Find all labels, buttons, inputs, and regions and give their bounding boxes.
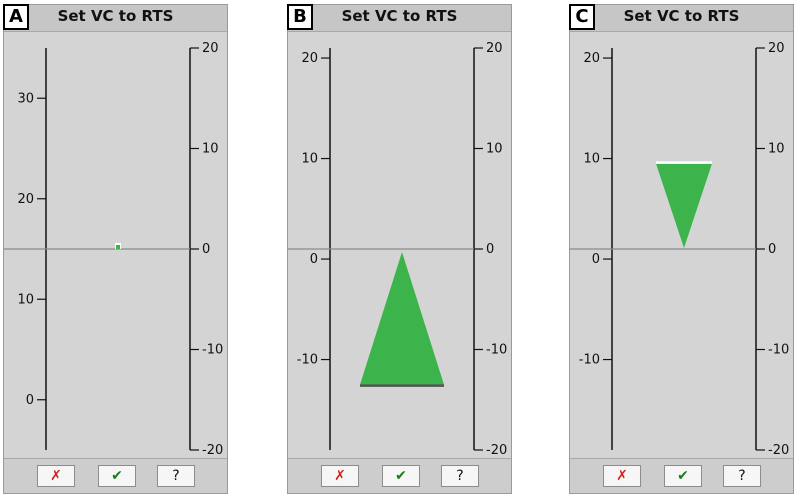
left-tick-label: 20: [583, 51, 600, 66]
right-tick-label: 10: [202, 142, 219, 157]
right-tick-label: -10: [202, 343, 223, 358]
dialog-panel-a: Set VC to RTS A 0 10 20 30 -20 -10 0 10 20 ✗ ✔ ?: [3, 4, 228, 494]
dialog-title: Set VC to RTS: [623, 7, 740, 25]
indicator-triangle: [360, 252, 444, 385]
left-tick-label: -10: [579, 353, 600, 368]
panel-label: B: [287, 4, 313, 30]
dialog-panel-c: Set VC to RTS C -10 0 10 20 -20 -10 0 10 20 ✗ ✔ …: [569, 4, 794, 494]
right-tick-label: 0: [768, 242, 776, 257]
dialog-title: Set VC to RTS: [341, 7, 458, 25]
left-tick-label: 0: [310, 252, 318, 267]
right-tick-label: -20: [486, 443, 507, 458]
cancel-button[interactable]: ✗: [321, 465, 359, 487]
left-tick-label: 20: [301, 51, 318, 66]
panel-label: A: [3, 4, 29, 30]
confirm-button[interactable]: ✔: [382, 465, 420, 487]
left-tick-label: 20: [17, 192, 34, 207]
indicator-triangle: [656, 163, 712, 248]
dialog-title: Set VC to RTS: [57, 7, 174, 25]
gauge-plot[interactable]: 0 10 20 30 -20 -10 0 10 20: [4, 32, 229, 460]
right-tick-label: -20: [202, 443, 223, 458]
right-tick-label: 10: [768, 142, 785, 157]
right-tick-label: 0: [202, 242, 210, 257]
confirm-button[interactable]: ✔: [664, 465, 702, 487]
panel-label: C: [569, 4, 595, 30]
right-tick-label: -20: [768, 443, 789, 458]
help-button[interactable]: ?: [441, 465, 479, 487]
gauge-plot[interactable]: -10 0 10 20 -20 -10 0 10 20: [570, 32, 795, 460]
right-tick-label: -10: [486, 343, 507, 358]
button-bar: ✗ ✔ ?: [288, 458, 511, 493]
gauge-plot[interactable]: -10 0 10 20 -20 -10 0 10 20: [288, 32, 513, 460]
left-tick-label: 10: [583, 152, 600, 167]
button-bar: ✗ ✔ ?: [4, 458, 227, 493]
left-tick-label: 0: [592, 252, 600, 267]
cancel-button[interactable]: ✗: [37, 465, 75, 487]
right-tick-label: 20: [202, 41, 219, 56]
title-bar: Set VC to RTS: [570, 5, 793, 32]
left-tick-label: 30: [17, 91, 34, 106]
help-button[interactable]: ?: [723, 465, 761, 487]
left-tick-label: 10: [17, 292, 34, 307]
right-tick-label: 0: [486, 242, 494, 257]
left-tick-label: 0: [26, 393, 34, 408]
indicator-marker: [116, 245, 120, 249]
help-button[interactable]: ?: [157, 465, 195, 487]
cancel-button[interactable]: ✗: [603, 465, 641, 487]
button-bar: ✗ ✔ ?: [570, 458, 793, 493]
right-tick-label: -10: [768, 343, 789, 358]
dialog-panel-b: Set VC to RTS B -10 0 10 20 -20 -10 0 10 20 ✗ ✔ …: [287, 4, 512, 494]
right-tick-label: 20: [768, 41, 785, 56]
right-tick-label: 20: [486, 41, 503, 56]
left-tick-label: 10: [301, 152, 318, 167]
confirm-button[interactable]: ✔: [98, 465, 136, 487]
title-bar: Set VC to RTS: [4, 5, 227, 32]
left-tick-label: -10: [297, 353, 318, 368]
right-tick-label: 10: [486, 142, 503, 157]
title-bar: Set VC to RTS: [288, 5, 511, 32]
